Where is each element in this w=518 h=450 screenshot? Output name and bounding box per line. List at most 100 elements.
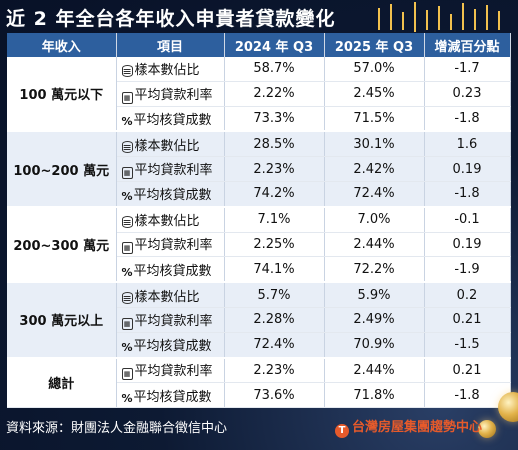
value-diff: -1.8 xyxy=(424,181,511,208)
income-group-label: 100~200 萬元 xyxy=(7,130,117,208)
page-title: 近 2 年全台各年收入申貴者貸款變化 xyxy=(6,8,336,30)
item-label: 平均核貸成數 xyxy=(133,339,212,355)
item-label: 平均貸款利率 xyxy=(134,313,213,329)
calculator-icon: ▦ xyxy=(121,91,133,104)
calculator-icon: ▦ xyxy=(121,242,133,255)
item-label: 平均核貸成數 xyxy=(133,188,212,204)
table-row: 100~200 萬元 ≡ 樣本數佔比 28.5% 30.1% 1.6 xyxy=(7,130,511,208)
column-header-diff: 增減百分點 xyxy=(424,33,511,57)
value-2024q3: 2.25% xyxy=(224,232,325,258)
value-2025q3: 2.45% xyxy=(324,81,425,107)
value-2025q3: 2.44% xyxy=(324,356,425,384)
item-cell: ▦ 平均貸款利率 xyxy=(116,232,225,258)
table-row: 300 萬元以上 ≡ 樣本數佔比 5.7% 5.9% 0.2 xyxy=(7,281,511,359)
value-2025q3: 70.9% xyxy=(324,332,425,359)
coins-icon: ≡ xyxy=(121,65,133,79)
value-2024q3: 28.5% xyxy=(224,130,325,158)
value-2024q3: 58.7% xyxy=(224,57,325,82)
item-label: 平均貸款利率 xyxy=(134,163,213,179)
percent-icon: % xyxy=(121,190,133,204)
source-note: 資料來源：財團法人金融聯合徵信中心 xyxy=(6,421,228,436)
item-label: 平均核貸成數 xyxy=(133,112,212,128)
brand-mark-icon: T xyxy=(334,424,349,438)
table-row: 200~300 萬元 ≡ 樣本數佔比 7.1% 7.0% -0.1 xyxy=(7,205,511,283)
coins-icon: ≡ xyxy=(121,216,133,230)
value-diff: 0.2 xyxy=(424,281,511,308)
calculator-icon: ▦ xyxy=(121,167,133,180)
income-group-label: 300 萬元以上 xyxy=(7,281,117,359)
value-diff: 0.19 xyxy=(424,232,511,258)
income-group-label: 總計 xyxy=(7,356,117,409)
value-2025q3: 5.9% xyxy=(324,281,425,308)
table-row: ▦ 平均貸款利率 2.23% 2.42% 0.19 xyxy=(7,156,511,182)
item-cell: ≡ 樣本數佔比 xyxy=(116,130,225,158)
value-diff: -1.8 xyxy=(424,106,511,132)
value-2024q3: 73.3% xyxy=(224,106,325,132)
income-loan-table: 年收入 項目 2024 年 Q3 2025 年 Q3 增減百分點 100 萬元以… xyxy=(7,33,511,409)
value-2024q3: 74.1% xyxy=(224,256,325,283)
value-2024q3: 7.1% xyxy=(224,205,325,233)
item-cell: %平均核貸成數 xyxy=(116,332,225,359)
table-row: ▦ 平均貸款利率 2.28% 2.49% 0.21 xyxy=(7,307,511,333)
value-2024q3: 74.2% xyxy=(224,181,325,208)
value-diff: -1.5 xyxy=(424,332,511,359)
item-label: 樣本數佔比 xyxy=(134,63,200,79)
table-row: %平均核貸成數 72.4% 70.9% -1.5 xyxy=(7,332,511,359)
item-cell: ▦ 平均貸款利率 xyxy=(116,156,225,182)
coins-icon: ≡ xyxy=(121,140,133,154)
value-2024q3: 72.4% xyxy=(224,332,325,359)
value-2025q3: 30.1% xyxy=(324,130,425,158)
value-2024q3: 2.23% xyxy=(224,156,325,182)
percent-icon: % xyxy=(121,341,133,355)
value-2025q3: 72.2% xyxy=(324,256,425,283)
calculator-icon: ▦ xyxy=(121,317,133,330)
item-cell: ≡ 樣本數佔比 xyxy=(116,281,225,308)
item-cell: %平均核貸成數 xyxy=(116,106,225,132)
value-2025q3: 7.0% xyxy=(324,205,425,233)
item-label: 平均核貸成數 xyxy=(133,389,212,405)
item-label: 平均貸款利率 xyxy=(134,87,213,103)
value-2025q3: 2.44% xyxy=(324,232,425,258)
table-row: 總計 ▦ 平均貸款利率 2.23% 2.44% 0.21 xyxy=(7,356,511,409)
value-2024q3: 2.28% xyxy=(224,307,325,333)
column-header-income: 年收入 xyxy=(7,33,117,57)
value-2025q3: 2.49% xyxy=(324,307,425,333)
value-2025q3: 2.42% xyxy=(324,156,425,182)
item-cell: ≡ 樣本數佔比 xyxy=(116,57,225,82)
table-row: %平均核貸成數 73.3% 71.5% -1.8 xyxy=(7,106,511,132)
item-label: 平均貸款利率 xyxy=(134,238,213,254)
percent-icon: % xyxy=(121,114,133,128)
value-diff: 1.6 xyxy=(424,130,511,158)
value-2025q3: 72.4% xyxy=(324,181,425,208)
value-diff: 0.23 xyxy=(424,81,511,107)
item-label: 樣本數佔比 xyxy=(134,138,200,154)
value-2024q3: 2.22% xyxy=(224,81,325,107)
column-header-2024q3: 2024 年 Q3 xyxy=(224,33,325,57)
item-cell: ▦ 平均貸款利率 xyxy=(116,356,225,384)
item-label: 樣本數佔比 xyxy=(134,214,200,230)
value-2024q3: 2.23% xyxy=(224,356,325,384)
column-header-2025q3: 2025 年 Q3 xyxy=(324,33,425,57)
value-diff: -0.1 xyxy=(424,205,511,233)
value-diff: 0.21 xyxy=(424,356,511,384)
value-diff: -1.9 xyxy=(424,256,511,283)
gold-coin-icon xyxy=(498,392,518,422)
value-diff: -1.8 xyxy=(424,382,511,409)
value-2024q3: 73.6% xyxy=(224,382,325,409)
income-group-label: 100 萬元以下 xyxy=(7,57,117,132)
table-row: %平均核貸成數 73.6% 71.8% -1.8 xyxy=(7,382,511,409)
table-row: ▦ 平均貸款利率 2.22% 2.45% 0.23 xyxy=(7,81,511,107)
item-cell: ▦ 平均貸款利率 xyxy=(116,307,225,333)
table-header-row: 年收入 項目 2024 年 Q3 2025 年 Q3 增減百分點 xyxy=(7,33,511,57)
column-header-item: 項目 xyxy=(116,33,225,57)
value-2025q3: 57.0% xyxy=(324,57,425,82)
gold-coin-icon xyxy=(478,420,496,438)
item-cell: %平均核貸成數 xyxy=(116,181,225,208)
percent-icon: % xyxy=(121,391,133,405)
item-label: 平均核貸成數 xyxy=(133,263,212,279)
item-cell: %平均核貸成數 xyxy=(116,382,225,409)
value-2024q3: 5.7% xyxy=(224,281,325,308)
income-group-label: 200~300 萬元 xyxy=(7,205,117,283)
item-cell: %平均核貸成數 xyxy=(116,256,225,283)
